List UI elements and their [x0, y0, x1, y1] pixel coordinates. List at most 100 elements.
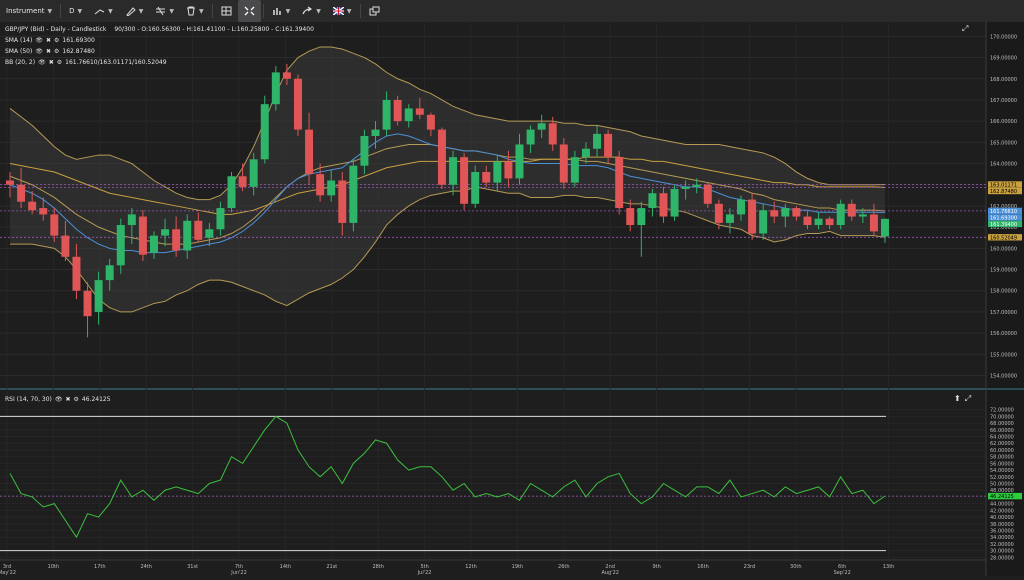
sma50-line	[9, 156, 886, 215]
rsi-y-tick-label: 30.00000	[990, 549, 1014, 555]
candle-body	[803, 216, 812, 226]
candle-body	[748, 199, 757, 234]
resize-arrows-icon[interactable]: ⤢	[962, 24, 969, 33]
indicator-label: RSI (14, 70, 30)	[5, 396, 52, 403]
x-tick-label: 14th	[280, 564, 292, 570]
close-icon[interactable]: ✖	[45, 48, 51, 55]
rsi-y-tick-label: 70.00000	[990, 414, 1014, 420]
candle-body	[349, 165, 358, 223]
line-tool-icon	[94, 9, 105, 15]
candle-body	[836, 203, 845, 226]
toolbar-divider	[262, 4, 264, 18]
settings-icon[interactable]: ⚙	[56, 59, 63, 66]
candle-body	[460, 157, 469, 204]
candle-body	[116, 225, 125, 266]
rsi-value-label: 46.24125	[990, 494, 1014, 500]
rsi-y-tick-label: 64.00000	[990, 435, 1014, 441]
main-chart-title: GBP/JPY (Bid) - Daily - Candlestick 90/3…	[5, 26, 314, 33]
timeframe-dropdown[interactable]: D ▼	[63, 0, 88, 22]
close-icon[interactable]: ✖	[65, 396, 71, 403]
chevron-down-icon: ▼	[108, 7, 113, 15]
close-icon[interactable]: ✖	[45, 37, 51, 44]
x-tick-sublabel: Jul'22	[417, 570, 432, 576]
rsi-y-tick-label: 66.00000	[990, 428, 1014, 434]
rsi-y-tick-label: 58.00000	[990, 455, 1014, 461]
resize-arrows-icon[interactable]: ⤢	[964, 394, 972, 403]
chart-canvas[interactable]: 170.00000 169.00000 168.00000 167.00000 166.…	[0, 22, 1024, 576]
x-tick-label: 12th	[465, 564, 477, 570]
eye-icon[interactable]: 👁	[35, 48, 43, 55]
drawing-tools-dropdown[interactable]: ▼	[88, 0, 119, 22]
bb-lower-line	[10, 186, 886, 313]
x-tick-label: 31st	[187, 564, 198, 570]
eye-icon[interactable]: 👁	[35, 37, 43, 44]
settings-icon[interactable]: ⚙	[73, 396, 79, 403]
y-tick-label: 170.00000	[990, 34, 1017, 40]
pen-tools-dropdown[interactable]: ▼	[119, 0, 150, 22]
rsi-y-tick-label: 32.00000	[990, 542, 1014, 548]
rsi-y-tick-label: 62.00000	[990, 441, 1014, 447]
candle-body	[692, 184, 701, 187]
chevron-down-icon: ▼	[47, 7, 53, 15]
rsi-y-tick-label: 48.00000	[990, 488, 1014, 494]
rsi-y-tick-label: 42.00000	[990, 508, 1014, 514]
close-icon[interactable]: ✖	[48, 59, 54, 66]
instrument-dropdown[interactable]: Instrument ▼	[0, 0, 58, 22]
candle-body	[404, 108, 413, 122]
candle-body	[316, 174, 325, 196]
x-tick-sublabel: Aug'22	[601, 570, 619, 576]
candle-body	[737, 199, 745, 215]
toolbar: Instrument ▼ D ▼ ▼ ▼ ▼ ▼ ▼ ▼ ▼	[0, 0, 1024, 23]
fit-button[interactable]	[237, 0, 261, 22]
candle-body	[504, 161, 513, 179]
candle-body	[61, 235, 70, 257]
settings-icon[interactable]: ⚙	[53, 48, 60, 55]
candle-body	[847, 203, 856, 217]
x-tick-sublabel: May'22	[0, 570, 16, 576]
candle-body	[759, 210, 768, 234]
price-label: 161.69300	[990, 215, 1017, 221]
rsi-y-tick-label: 60.00000	[990, 448, 1014, 454]
rsi-y-tick-label: 36.00000	[990, 528, 1014, 534]
arrow-up-icon[interactable]: ⬆	[954, 394, 961, 403]
x-tick-label: 19th	[512, 564, 524, 570]
candle-body	[570, 157, 579, 183]
eye-icon[interactable]: 👁	[54, 396, 63, 403]
x-tick-label: 16th	[697, 564, 709, 570]
price-label-box	[988, 181, 1022, 188]
chart-type-dropdown[interactable]: ▼	[266, 0, 297, 22]
indicator-legend-sma50: SMA (50) 👁 ✖ ⚙ 162.87480	[5, 48, 95, 55]
chart-area[interactable]: 170.00000 169.00000 168.00000 167.00000 166.…	[0, 22, 1024, 576]
popout-button[interactable]	[363, 0, 386, 22]
toolbar-divider	[359, 4, 361, 18]
share-dropdown[interactable]: ▼	[296, 0, 327, 22]
indicator-legend-bb: BB (20, 2) 👁 ✖ ⚙ 161.76610/163.01171/160…	[5, 59, 167, 66]
candle-body	[172, 229, 181, 251]
rsi-y-tick-label: 72.00000	[990, 408, 1014, 414]
indicator-label: SMA (50)	[5, 48, 33, 55]
candle-body	[205, 229, 214, 238]
fib-tools-dropdown[interactable]: ▼	[149, 0, 180, 22]
bar-chart-icon	[272, 8, 281, 15]
layout-button[interactable]	[215, 0, 238, 22]
delete-tools-dropdown[interactable]: ▼	[180, 0, 210, 22]
candle-body	[382, 99, 391, 130]
rsi-y-tick-label: 34.00000	[990, 535, 1014, 541]
bb-upper-line	[9, 46, 886, 201]
candle-body	[28, 201, 37, 211]
eye-icon[interactable]: 👁	[38, 59, 46, 66]
share-icon	[302, 6, 313, 15]
rsi-line	[9, 415, 886, 539]
y-tick-label: 156.00000	[990, 331, 1017, 337]
y-tick-label: 159.00000	[990, 268, 1017, 274]
settings-icon[interactable]: ⚙	[53, 37, 60, 44]
chevron-down-icon: ▼	[199, 7, 204, 15]
language-dropdown[interactable]: ▼	[327, 0, 358, 22]
rsi-y-tick-label: 56.00000	[990, 461, 1014, 467]
instrument-label: Instrument	[6, 7, 45, 15]
candle-body	[482, 172, 491, 183]
toolbar-divider	[60, 4, 62, 18]
candle-body	[449, 157, 458, 185]
rsi-y-tick-label: 38.00000	[990, 522, 1014, 528]
candle-body	[471, 172, 480, 204]
